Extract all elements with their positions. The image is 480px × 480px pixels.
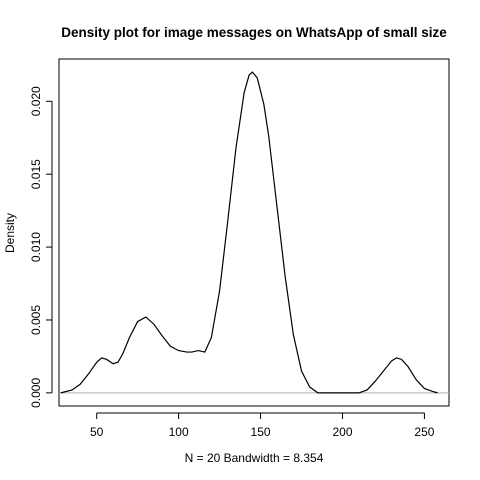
x-axis-label: N = 20 Bandwidth = 8.354 — [185, 451, 324, 465]
x-tick-label: 150 — [251, 425, 271, 439]
chart-title: Density plot for image messages on Whats… — [61, 25, 447, 40]
y-tick-label: 0.000 — [29, 378, 43, 408]
y-tick-label: 0.020 — [29, 86, 43, 116]
x-axis: 50 100 150 200 250 — [90, 412, 435, 439]
x-tick-label: 200 — [332, 425, 352, 439]
y-tick-label: 0.015 — [29, 159, 43, 189]
plot-frame — [58, 58, 450, 407]
x-tick-label: 100 — [169, 425, 189, 439]
y-axis: 0.000 0.005 0.010 0.015 0.020 — [29, 86, 53, 408]
x-tick-label: 50 — [90, 425, 104, 439]
density-curve — [60, 71, 438, 394]
y-axis-label: Density — [3, 213, 17, 253]
y-tick-label: 0.010 — [29, 232, 43, 262]
x-tick-label: 250 — [414, 425, 434, 439]
y-tick-label: 0.005 — [29, 305, 43, 335]
